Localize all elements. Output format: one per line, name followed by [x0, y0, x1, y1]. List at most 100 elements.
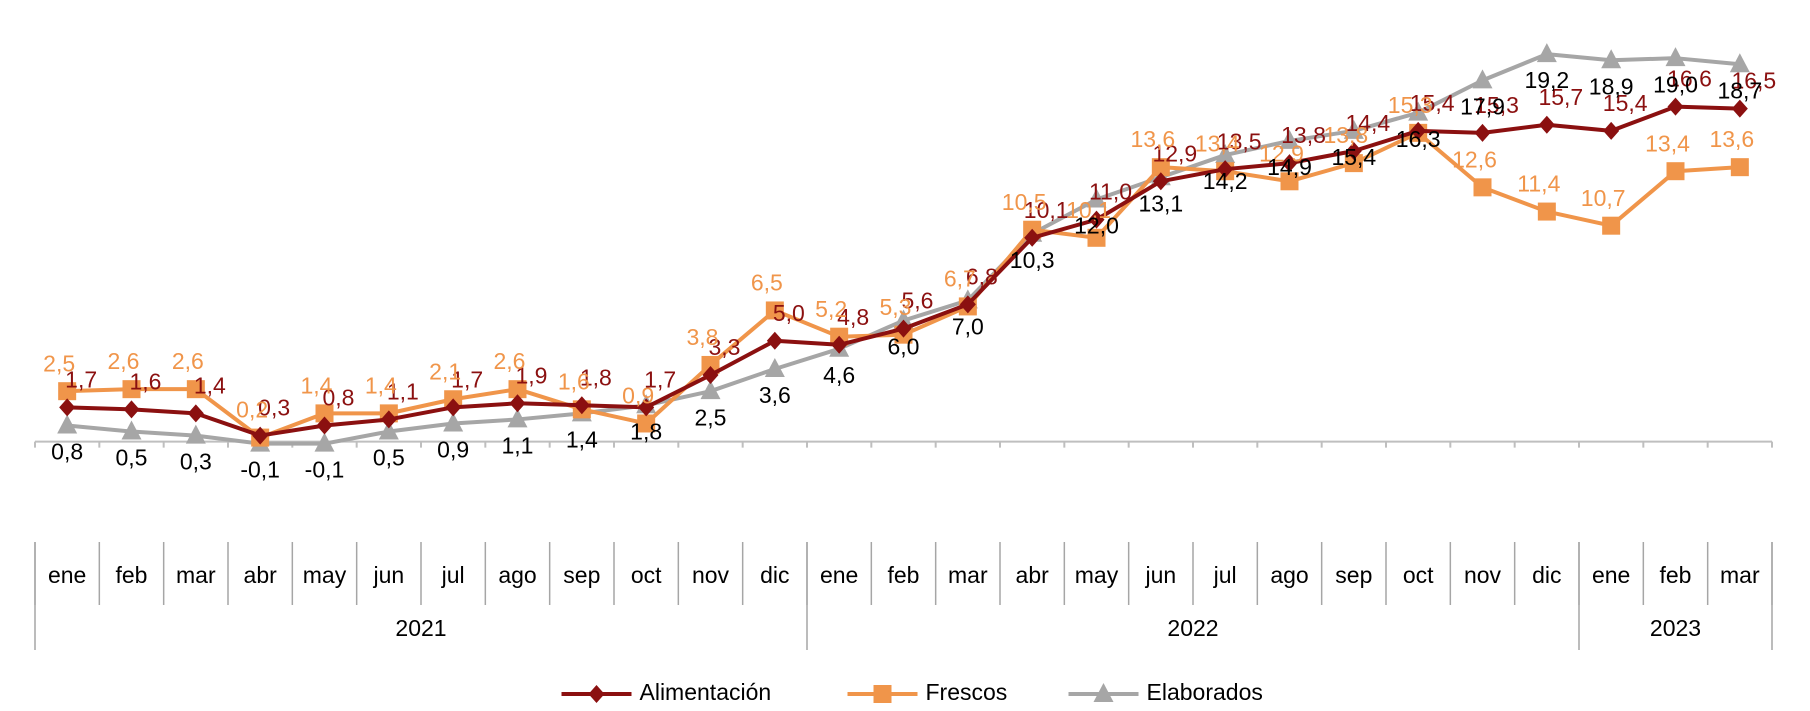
- marker: [1217, 160, 1234, 179]
- data-label: 17,9: [1460, 93, 1505, 119]
- marker: [766, 331, 783, 350]
- marker: [702, 366, 719, 385]
- data-label: 2,5: [695, 404, 727, 430]
- x-tick-label: dic: [1532, 562, 1561, 588]
- data-label: 15,4: [1410, 90, 1455, 116]
- data-label: 11,4: [1517, 171, 1560, 197]
- data-label: 3,6: [759, 382, 791, 408]
- x-tick-label: feb: [1660, 562, 1692, 588]
- x-tick-label: dic: [760, 562, 789, 588]
- legend-label: Elaborados: [1147, 679, 1263, 705]
- data-label: 6,7: [944, 265, 976, 291]
- data-label: 2,6: [494, 348, 526, 374]
- x-tick-label: jul: [441, 562, 465, 588]
- data-label: 4,8: [837, 304, 869, 330]
- data-label: 10,5: [1002, 189, 1047, 215]
- marker: [1472, 69, 1493, 89]
- data-label: 0,5: [116, 445, 148, 471]
- data-label: 0,5: [373, 445, 405, 471]
- data-label: 3,8: [687, 324, 719, 350]
- data-label: 2,5: [43, 350, 75, 376]
- data-label: 13,6: [1709, 126, 1754, 152]
- data-label: 15,7: [1538, 84, 1583, 110]
- x-tick-label: may: [303, 562, 347, 588]
- x-tick-label: jun: [1144, 562, 1176, 588]
- data-label: 1,8: [580, 364, 612, 390]
- marker: [1474, 123, 1491, 142]
- marker: [1536, 43, 1557, 63]
- marker: [700, 380, 721, 400]
- marker: [1093, 683, 1114, 702]
- x-tick-label: oct: [1403, 562, 1434, 588]
- marker: [764, 357, 785, 377]
- data-label: 10,1: [1024, 197, 1069, 223]
- x-tick-label: ago: [1270, 562, 1308, 588]
- data-label: 1,9: [516, 362, 548, 388]
- data-label: 1,1: [502, 433, 534, 459]
- data-label: 16,5: [1731, 68, 1776, 94]
- data-label: 18,9: [1589, 73, 1634, 99]
- marker: [1087, 228, 1106, 247]
- marker: [1667, 97, 1684, 116]
- group-label: 2022: [1167, 615, 1218, 641]
- data-label: -0,1: [305, 457, 345, 483]
- data-label: 2,1: [429, 358, 461, 384]
- x-tick-label: abr: [1016, 562, 1050, 588]
- data-label: 2,6: [172, 348, 204, 374]
- data-label: 0,2: [236, 397, 268, 423]
- data-label: 1,6: [558, 368, 590, 394]
- marker: [1151, 158, 1170, 177]
- data-label: 14,2: [1203, 168, 1248, 194]
- marker: [186, 380, 205, 399]
- marker: [57, 414, 78, 434]
- marker: [121, 420, 142, 440]
- data-label: 6,8: [966, 263, 998, 289]
- marker: [58, 382, 77, 401]
- marker: [959, 295, 976, 314]
- data-label: -0,1: [240, 457, 280, 483]
- group-label: 2023: [1650, 615, 1701, 641]
- data-label: 1,4: [566, 426, 598, 452]
- data-label: 14,9: [1267, 154, 1312, 180]
- marker: [1602, 216, 1621, 235]
- marker: [1279, 129, 1300, 149]
- marker: [1343, 119, 1364, 139]
- marker: [1410, 121, 1427, 140]
- x-tick-label: sep: [1335, 562, 1372, 588]
- x-tick-label: mar: [1720, 562, 1760, 588]
- data-label: 13,1: [1138, 190, 1183, 216]
- data-label: 4,6: [823, 362, 855, 388]
- marker: [509, 394, 526, 413]
- marker: [1344, 154, 1363, 173]
- marker: [508, 380, 527, 399]
- data-label: 5,0: [773, 300, 805, 326]
- data-label: 10,1: [1066, 197, 1111, 223]
- marker: [378, 420, 399, 440]
- marker: [638, 398, 655, 417]
- marker: [187, 404, 204, 423]
- marker: [1280, 172, 1299, 191]
- data-label: 0,3: [258, 395, 290, 421]
- marker: [380, 410, 397, 429]
- marker: [1152, 172, 1169, 191]
- x-tick-label: ene: [48, 562, 86, 588]
- marker: [123, 400, 140, 419]
- x-tick-label: feb: [116, 562, 148, 588]
- x-tick-label: ene: [820, 562, 858, 588]
- marker: [1086, 188, 1107, 208]
- x-tick-label: ene: [1592, 562, 1630, 588]
- data-label: 0,9: [622, 383, 654, 409]
- marker: [445, 398, 462, 417]
- data-label: 0,8: [51, 439, 83, 465]
- marker: [1281, 154, 1298, 173]
- data-label: 13,8: [1281, 122, 1326, 148]
- data-label: 10,3: [1010, 247, 1055, 273]
- x-tick-label: oct: [631, 562, 662, 588]
- data-label: 5,2: [815, 296, 847, 322]
- data-label: 12,9: [1152, 140, 1197, 166]
- data-label: 1,8: [630, 418, 662, 444]
- data-label: 5,6: [902, 288, 934, 314]
- marker: [1731, 99, 1748, 118]
- data-label: 13,4: [1195, 130, 1240, 156]
